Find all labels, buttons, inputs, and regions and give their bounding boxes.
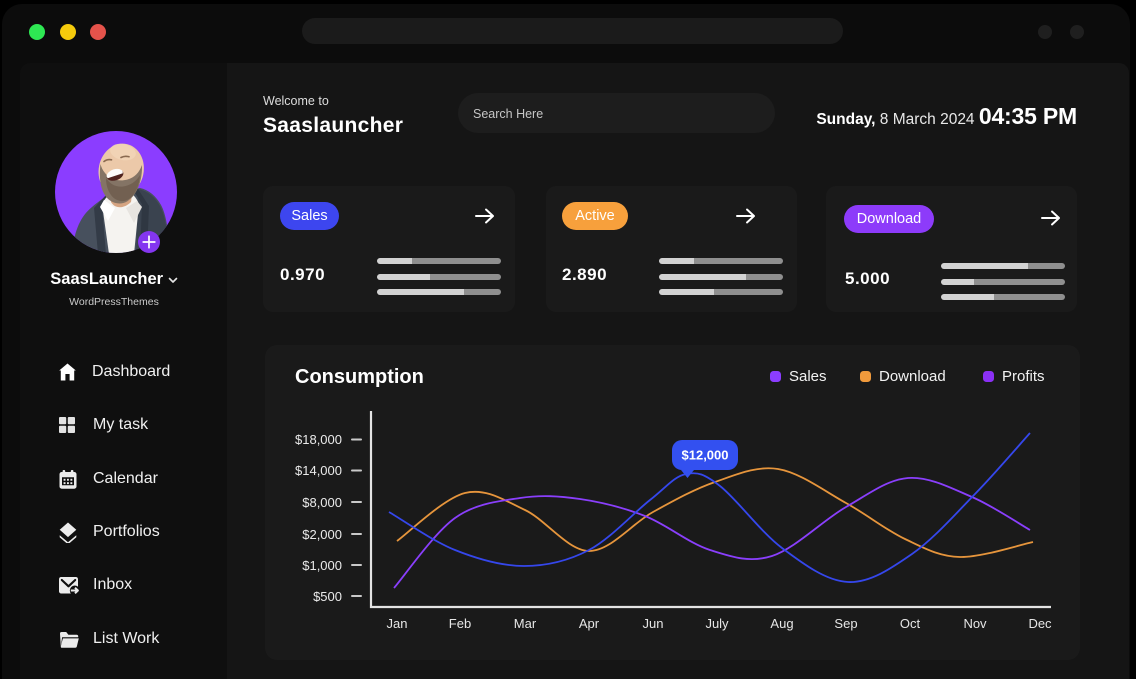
svg-text:$12,000: $12,000: [682, 448, 729, 463]
